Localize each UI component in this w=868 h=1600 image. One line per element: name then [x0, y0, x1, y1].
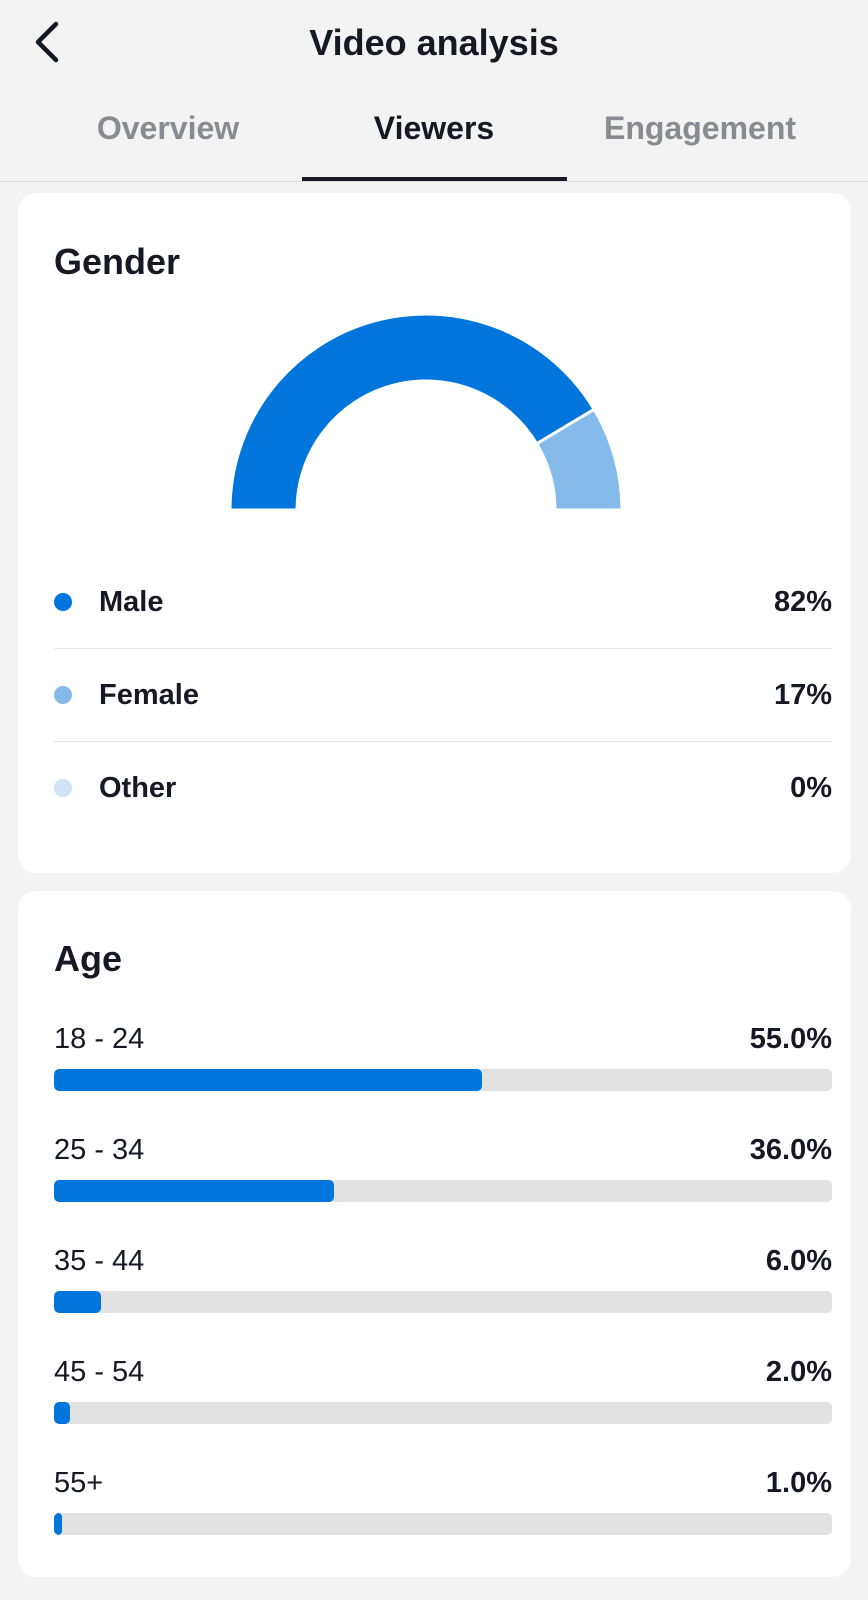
- age-bar-fill: [54, 1180, 335, 1202]
- header: Video analysis: [0, 0, 868, 88]
- age-title: Age: [54, 938, 123, 979]
- age-bar-track: [54, 1180, 832, 1202]
- age-bar-track: [54, 1402, 832, 1424]
- male-color-dot: [54, 593, 72, 611]
- divider: [54, 648, 832, 649]
- age-bar-track: [54, 1069, 832, 1091]
- active-tab-indicator: [302, 177, 567, 181]
- age-bar-fill: [54, 1291, 101, 1313]
- age-percent-value: 1.0%: [765, 1467, 832, 1499]
- age-bar-track: [54, 1513, 832, 1535]
- age-percent-value: 2.0%: [765, 1356, 832, 1388]
- age-bar-fill: [54, 1069, 482, 1091]
- chevron-left-icon: [35, 21, 59, 63]
- age-percent-value: 6.0%: [765, 1245, 832, 1277]
- age-card: Age 18 - 24 55.0% 25 - 34 36.0% 35 - 44 …: [18, 891, 851, 1577]
- legend-label: Male: [99, 585, 164, 618]
- legend-label: Female: [99, 678, 199, 711]
- back-button[interactable]: [28, 20, 72, 64]
- age-percent-value: 55.0%: [749, 1023, 832, 1055]
- tab-engagement[interactable]: Engagement: [603, 110, 797, 146]
- legend-value: 17%: [773, 678, 832, 711]
- age-bar-fill: [54, 1513, 62, 1535]
- legend-row-female: Female 17%: [54, 649, 832, 741]
- gauge-segment-female: [534, 407, 624, 512]
- divider: [54, 741, 832, 742]
- tab-overview[interactable]: Overview: [96, 110, 240, 146]
- legend-row-male: Male 82%: [54, 556, 832, 648]
- legend-label: Other: [99, 771, 177, 804]
- tab-viewers[interactable]: Viewers: [373, 110, 495, 146]
- legend-value: 0%: [790, 771, 832, 804]
- age-percent-value: 36.0%: [749, 1134, 832, 1166]
- age-range-label: 18 - 24: [54, 1023, 145, 1055]
- age-bar-track: [54, 1291, 832, 1313]
- other-color-dot: [54, 779, 72, 797]
- legend-value: 82%: [773, 585, 832, 618]
- tab-bar: Overview Viewers Engagement: [0, 88, 868, 182]
- age-range-label: 25 - 34: [54, 1134, 145, 1166]
- gender-gauge-chart: [228, 312, 624, 512]
- gender-card: Gender Male 82% Female 17% Other 0%: [18, 193, 851, 873]
- gauge-segment-male: [228, 312, 597, 512]
- age-bar-fill: [54, 1402, 70, 1424]
- age-range-label: 35 - 44: [54, 1245, 145, 1277]
- gender-title: Gender: [54, 241, 181, 282]
- female-color-dot: [54, 686, 72, 704]
- legend-row-other: Other 0%: [54, 742, 832, 834]
- age-range-label: 55+: [54, 1467, 104, 1499]
- age-range-label: 45 - 54: [54, 1356, 145, 1388]
- page-title: Video analysis: [309, 22, 559, 63]
